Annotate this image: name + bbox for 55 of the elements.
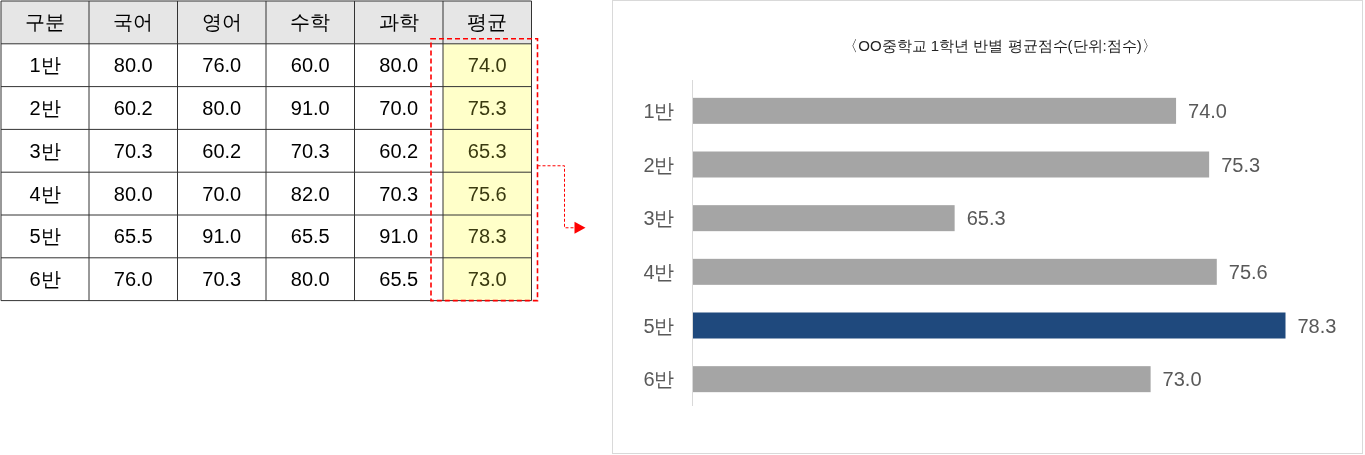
data-label: 75.3	[1221, 153, 1261, 176]
y-tick-label: 6반	[643, 368, 675, 391]
data-label: 73.0	[467, 268, 507, 291]
data-label: 80.0	[113, 182, 153, 205]
y-axis-title: 구분	[25, 11, 65, 34]
y-tick-label: 2반	[29, 97, 61, 119]
data-label: 70.3	[290, 139, 330, 162]
data-label: 70.0	[202, 182, 242, 205]
data-label: 75.6	[467, 182, 507, 205]
data-label: 60.2	[379, 139, 419, 162]
data-label: 70.3	[202, 268, 242, 291]
y-tick-label: 2반	[643, 153, 675, 176]
data-label: 76.0	[113, 268, 153, 291]
x-tick-label: 영어	[201, 11, 242, 34]
data-label: 65.5	[113, 225, 153, 248]
x-tick-label: 평균	[467, 11, 508, 34]
y-tick-label: 5반	[29, 225, 61, 248]
data-label: 78.3	[467, 225, 507, 248]
data-label: 91.0	[379, 225, 419, 248]
x-tick-label: 국어	[113, 11, 154, 34]
data-label: 82.0	[290, 182, 330, 205]
data-label: 74.0	[1188, 99, 1227, 122]
data-label: 70.3	[113, 139, 153, 162]
data-label: 60.0	[290, 54, 330, 77]
data-label: 65.5	[290, 225, 330, 248]
y-tick-label: 3반	[643, 207, 675, 230]
data-label: 80.0	[290, 268, 330, 291]
data-label: 80.0	[379, 54, 419, 77]
data-label: 60.2	[113, 97, 153, 119]
data-label: 91.0	[202, 225, 242, 248]
data-label: 78.3	[1297, 314, 1337, 337]
data-label: 74.0	[467, 54, 507, 77]
data-label: 65.3	[966, 207, 1006, 230]
data-label: 80.0	[202, 97, 242, 119]
x-tick-label: 수학	[290, 11, 331, 34]
data-label: 60.2	[202, 139, 242, 162]
y-tick-label: 5반	[643, 314, 675, 337]
data-label: 76.0	[202, 54, 242, 77]
y-tick-label: 3반	[29, 139, 61, 162]
y-tick-label: 1반	[643, 99, 675, 122]
y-tick-label: 1반	[29, 54, 61, 77]
data-label: 70.3	[379, 182, 419, 205]
data-label: 65.3	[467, 139, 507, 162]
data-label: 75.3	[467, 97, 507, 119]
y-tick-label: 6반	[29, 268, 61, 291]
data-label: 73.0	[1162, 368, 1202, 391]
data-label: 65.5	[379, 268, 419, 291]
x-tick-label: 과학	[378, 11, 419, 34]
data-label: 75.6	[1228, 260, 1268, 283]
data-label: 70.0	[379, 97, 419, 119]
data-label: 91.0	[290, 97, 330, 119]
chart-title: 〈OO중학교 1학년 반별 평균점수(단위:점수)〉	[843, 37, 1157, 54]
y-tick-label: 4반	[29, 182, 61, 205]
y-tick-label: 4반	[643, 260, 675, 283]
data-label: 80.0	[113, 54, 153, 77]
